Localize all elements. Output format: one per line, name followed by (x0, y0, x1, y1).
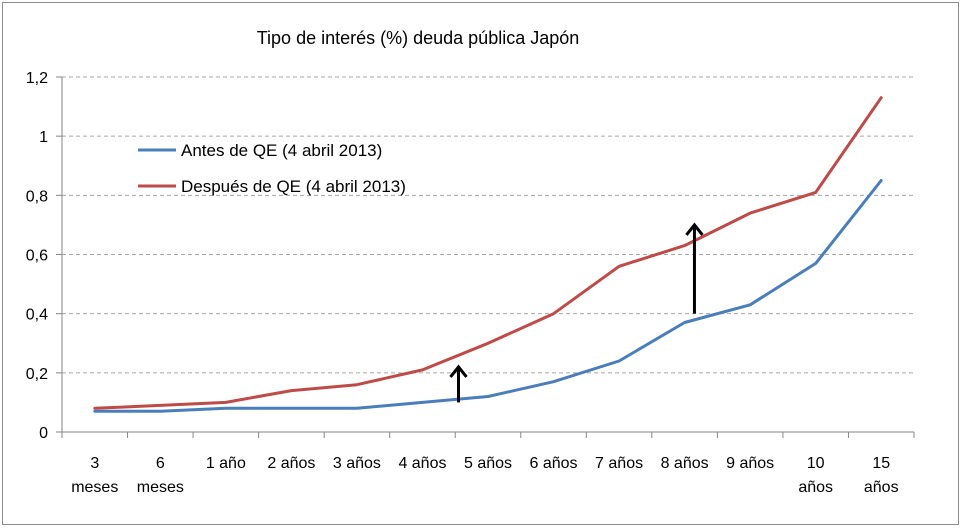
annotation-arrow (449, 364, 468, 403)
y-tick-label: 0,8 (26, 188, 48, 205)
chart-title: Tipo de interés (%) deuda pública Japón (257, 28, 580, 48)
series-line-1 (93, 179, 883, 413)
x-tick-label: 15 años (864, 455, 899, 496)
x-tick-label: 7 años (595, 455, 643, 472)
arrow-head (685, 222, 704, 236)
annotation-arrow (685, 222, 704, 314)
x-tick-label: 8 años (661, 455, 709, 472)
x-tick-label: 6 meses (137, 455, 184, 496)
y-tick-label: 1,2 (26, 70, 48, 87)
y-tick-label: 0,2 (26, 366, 48, 383)
legend-label: Antes de QE (4 abril 2013) (181, 141, 382, 160)
x-tick-label: 4 años (398, 455, 446, 472)
arrow-head (449, 364, 468, 378)
gridlines (62, 76, 914, 374)
x-tick-label: 3 meses (71, 455, 118, 496)
axes (56, 76, 915, 438)
y-tick-label: 0,6 (26, 248, 48, 265)
x-axis-ticks: 3 meses 6 meses 1 año 2 años 3 años 4 años 5 año… (71, 455, 898, 496)
series-lines (93, 96, 883, 413)
legend-label: Después de QE (4 abril 2013) (181, 177, 406, 196)
x-tick-label: 1 año (206, 455, 246, 472)
y-tick-label: 0,4 (26, 307, 48, 324)
annotation-arrows (449, 222, 704, 403)
y-tick-label: 0 (39, 425, 48, 442)
y-axis-ticks: 0 0,2 0,4 0,6 0,8 1 1,2 (26, 70, 48, 442)
x-tick-label: 9 años (726, 455, 774, 472)
x-tick-label: 3 años (333, 455, 381, 472)
series-line-2 (93, 96, 883, 410)
x-tick-label: 2 años (267, 455, 315, 472)
y-tick-label: 1 (39, 129, 48, 146)
x-tick-label: 5 años (464, 455, 512, 472)
x-tick-label: 6 años (530, 455, 578, 472)
x-tick-label: 10 años (798, 455, 833, 496)
legend: Antes de QE (4 abril 2013) Después de QE … (138, 141, 406, 196)
